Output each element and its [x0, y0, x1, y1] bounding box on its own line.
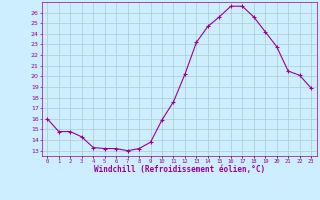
X-axis label: Windchill (Refroidissement éolien,°C): Windchill (Refroidissement éolien,°C) — [94, 165, 265, 174]
